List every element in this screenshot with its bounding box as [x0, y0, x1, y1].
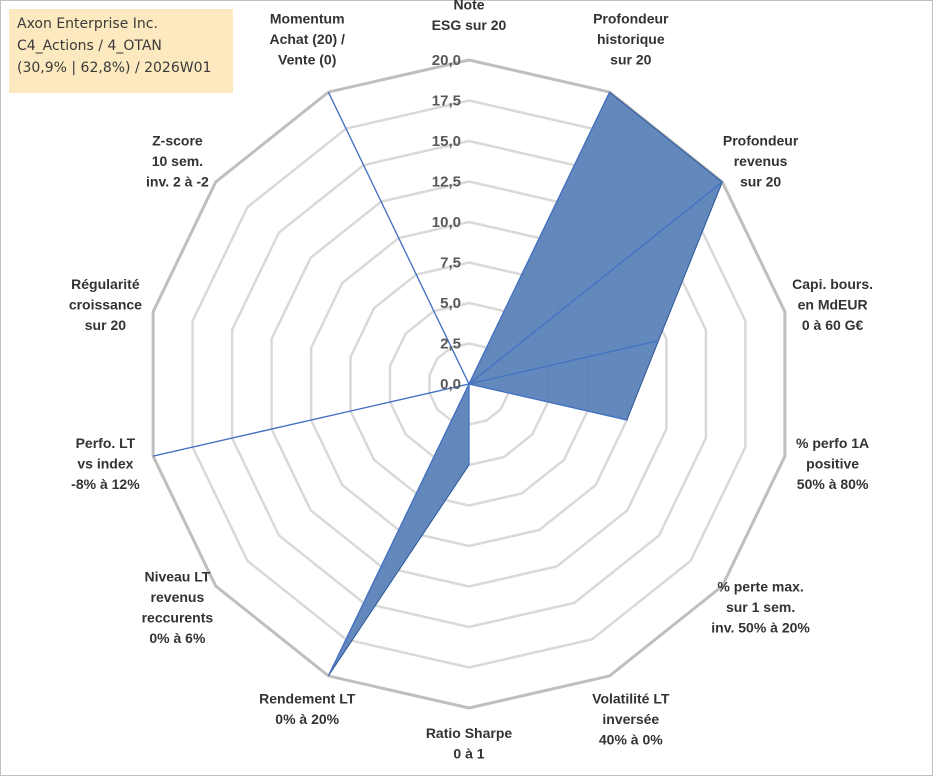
company-name: Axon Enterprise Inc.: [17, 16, 158, 32]
category-label-line: Momentum: [270, 11, 345, 27]
category-label-line: revenus: [151, 589, 205, 605]
category-label: Ratio Sharpe 0 à 1: [426, 725, 513, 762]
series-line: [327, 383, 470, 677]
series-line: [468, 91, 611, 385]
series-line: [468, 340, 659, 385]
category-label-line: croissance: [69, 296, 142, 312]
category-label-line: Note: [453, 0, 484, 13]
category-label-line: ESG sur 20: [432, 17, 507, 33]
category-label-line: 0 à 60 G€: [802, 317, 864, 333]
category-label-line: 0% à 20%: [275, 711, 339, 727]
category-label-line: -8% à 12%: [71, 476, 140, 492]
category-label-line: inv. 50% à 20%: [711, 620, 810, 636]
series-line: [327, 91, 470, 385]
radar-category-labels: Note ESG sur 20 Profondeur historique sur 20…: [69, 0, 873, 762]
series-line: [468, 181, 723, 385]
tick-label: 17,5: [432, 93, 461, 110]
portfolio-path: C4_Actions / 4_OTAN: [17, 38, 162, 54]
category-label-line: inversée: [602, 711, 659, 727]
category-label-line: Régularité: [71, 276, 140, 292]
category-label-line: 40% à 0%: [599, 732, 663, 748]
tick-label: 5,0: [440, 295, 461, 312]
category-label: Profondeur historique sur 20: [593, 11, 669, 68]
tick-label: 10,0: [432, 214, 461, 231]
category-label: Z-score 10 sem. inv. 2 à -2: [146, 132, 209, 189]
category-label: Niveau LT revenus reccurents 0% à 6%: [142, 569, 214, 647]
period-stats: (30,9% | 62,8%) / 2026W01: [17, 60, 212, 76]
tick-label: 12,5: [432, 174, 461, 191]
category-label-line: % perte max.: [717, 579, 803, 595]
category-label: % perfo 1A positive 50% à 80%: [796, 435, 869, 492]
series-line: [152, 383, 470, 457]
category-label: Note ESG sur 20: [432, 0, 507, 33]
info-box: Axon Enterprise Inc. C4_Actions / 4_OTAN…: [9, 9, 233, 93]
tick-label: 7,5: [440, 255, 461, 272]
series-line: [468, 383, 628, 421]
category-label-line: Profondeur: [723, 132, 799, 148]
category-label-line: positive: [806, 456, 859, 472]
category-label-line: 10 sem.: [152, 153, 203, 169]
category-label-line: 0% à 6%: [149, 630, 206, 646]
category-label: % perte max. sur 1 sem. inv. 50% à 20%: [711, 579, 810, 636]
category-label: Profondeur revenus sur 20: [723, 132, 799, 189]
category-label-line: 0 à 1: [453, 746, 484, 762]
category-label: Perfo. LT vs index -8% à 12%: [71, 435, 140, 492]
category-label-line: Perfo. LT: [76, 435, 136, 451]
tick-label: 15,0: [432, 133, 461, 150]
category-label-line: Achat (20) /: [269, 31, 345, 47]
tick-label: 0,0: [440, 376, 461, 393]
category-label: Rendement LT 0% à 20%: [259, 691, 356, 728]
category-label: Momentum Achat (20) / Vente (0): [269, 11, 345, 68]
category-label-line: % perfo 1A: [796, 435, 869, 451]
category-label-line: vs index: [77, 456, 133, 472]
category-label-line: Ratio Sharpe: [426, 725, 513, 741]
category-label-line: sur 20: [740, 173, 781, 189]
category-label-line: historique: [597, 31, 665, 47]
category-label-line: en MdEUR: [798, 296, 868, 312]
category-label-line: Profondeur: [593, 11, 669, 27]
category-label: Volatilité LT inversée 40% à 0%: [592, 691, 670, 748]
category-label-line: sur 20: [85, 317, 126, 333]
grid-ring: [151, 58, 787, 710]
category-label-line: Vente (0): [278, 52, 336, 68]
radar-tick-labels: 0,0 2,5 5,0 7,5 10,0 12,5 15,0 17,5 20,0: [432, 52, 461, 393]
category-label-line: reccurents: [142, 610, 214, 626]
category-label-line: sur 1 sem.: [726, 599, 795, 615]
radar-series-lines: [152, 91, 723, 677]
tick-label: 20,0: [432, 52, 461, 69]
category-label-line: Rendement LT: [259, 691, 356, 707]
tick-label: 2,5: [440, 336, 461, 353]
category-label: Régularité croissance sur 20: [69, 276, 142, 333]
category-label-line: Capi. bours.: [792, 276, 873, 292]
category-label-line: sur 20: [610, 52, 651, 68]
category-label-line: revenus: [734, 153, 788, 169]
category-label: Capi. bours. en MdEUR 0 à 60 G€: [792, 276, 873, 333]
grid-ring: [191, 99, 747, 669]
category-label-line: Volatilité LT: [592, 691, 670, 707]
category-label-line: 50% à 80%: [797, 476, 869, 492]
category-label-line: Niveau LT: [144, 569, 210, 585]
category-label-line: Z-score: [152, 132, 203, 148]
category-label-line: inv. 2 à -2: [146, 173, 209, 189]
